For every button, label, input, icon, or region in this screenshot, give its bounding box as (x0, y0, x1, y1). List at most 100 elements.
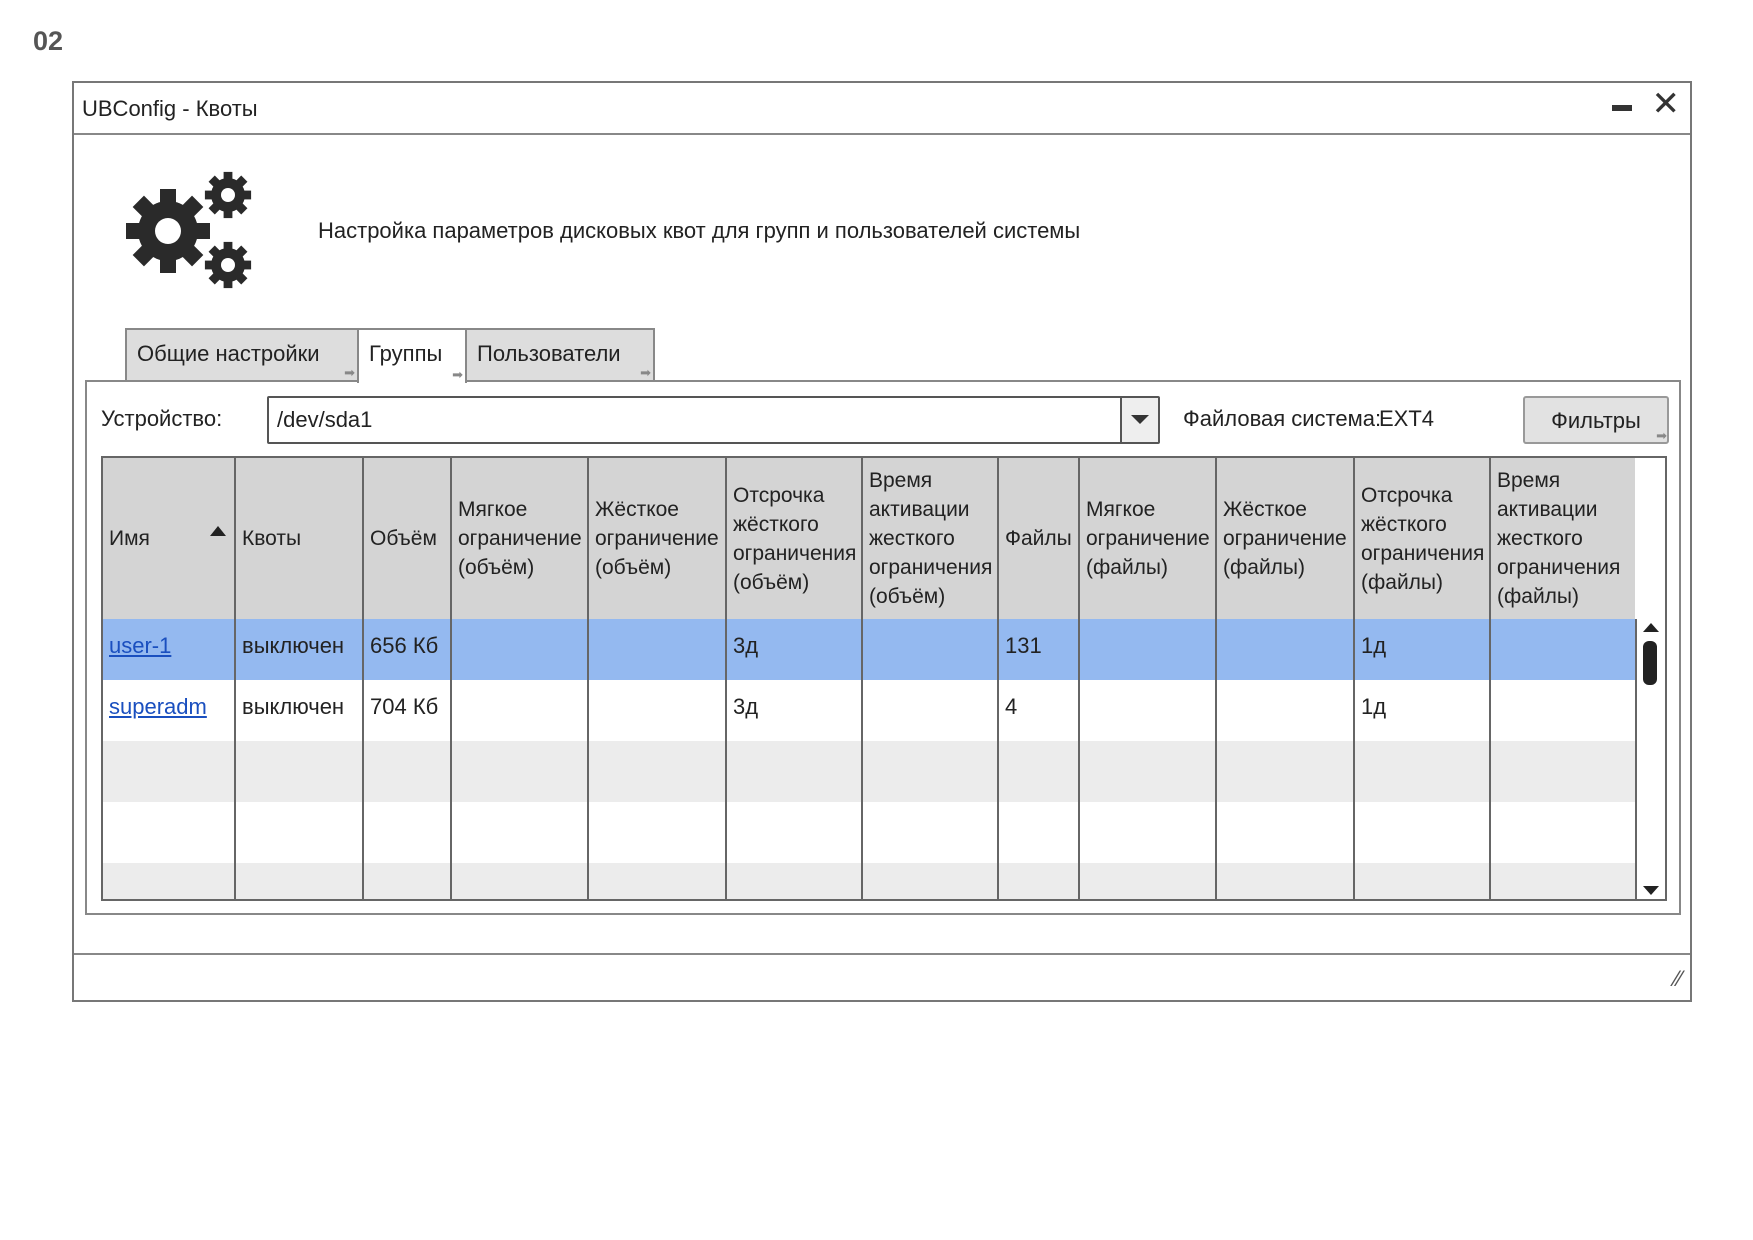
chevron-down-icon[interactable] (1120, 398, 1158, 442)
column-header[interactable]: Время активации жесткого ограничения (фа… (1491, 458, 1635, 619)
screen-number: 02 (33, 26, 64, 56)
tab-groups[interactable]: Группы ➡ (357, 328, 467, 383)
cell-value: выключен (242, 694, 345, 719)
title-bar: UBConfig - Квоты ✕ (74, 83, 1690, 135)
empty-row (103, 863, 1635, 899)
resize-grip-icon[interactable]: ⁄⁄ (1674, 966, 1682, 991)
table-cell (1080, 741, 1217, 802)
column-header-label: Время активации жесткого ограничения (фа… (1497, 469, 1621, 608)
column-header[interactable]: Жёсткое ограничение (файлы) (1217, 458, 1355, 619)
cell-value: выключен (242, 633, 345, 658)
column-header[interactable]: Отсрочка жёсткого ограничения (файлы) (1355, 458, 1491, 619)
column-header[interactable]: Имя (103, 458, 236, 619)
table-row[interactable]: user-1 выключен 656 Кб 3д 131 1д (103, 619, 1635, 680)
filters-button[interactable]: Фильтры ➡ (1523, 396, 1669, 444)
column-header-label: Мягкое ограничение (объём) (458, 498, 582, 579)
cell-value: 704 Кб (370, 694, 439, 719)
table-cell (727, 741, 863, 802)
table-cell (452, 619, 589, 680)
column-header[interactable]: Квоты (236, 458, 364, 619)
table-cell (1491, 680, 1635, 741)
table-cell: 656 Кб (364, 619, 452, 680)
empty-row (103, 802, 1635, 863)
arrow-icon: ➡ (640, 365, 651, 380)
cell-value: 131 (1005, 633, 1042, 658)
minimize-icon[interactable] (1612, 105, 1632, 111)
column-header-label: Время активации жесткого ограничения (об… (869, 469, 993, 608)
table-cell (452, 802, 589, 863)
table-cell (727, 802, 863, 863)
column-header-label: Имя (109, 527, 150, 550)
arrow-icon: ➡ (1656, 428, 1667, 443)
table-cell: 3д (727, 680, 863, 741)
table-cell (1491, 619, 1635, 680)
tab-label: Пользователи (477, 341, 621, 366)
table-cell (364, 741, 452, 802)
column-header-label: Квоты (242, 527, 302, 550)
column-header-label: Жёсткое ограничение (файлы) (1223, 498, 1347, 579)
scrollbar-thumb[interactable] (1643, 641, 1657, 685)
table-cell (999, 863, 1080, 899)
table-row[interactable]: superadm выключен 704 Кб 3д 4 1д (103, 680, 1635, 741)
table-cell: 1д (1355, 619, 1491, 680)
device-select[interactable]: /dev/sda1 (267, 396, 1160, 444)
tab-general-settings[interactable]: Общие настройки ➡ (125, 328, 359, 381)
tab-label: Группы (369, 341, 443, 366)
table-cell: user-1 (103, 619, 236, 680)
table-cell (1080, 619, 1217, 680)
scroll-down-icon[interactable] (1643, 886, 1659, 895)
column-header-label: Отсрочка жёсткого ограничения (файлы) (1361, 483, 1485, 594)
table-cell: 704 Кб (364, 680, 452, 741)
table-cell (863, 619, 999, 680)
close-icon[interactable]: ✕ (1651, 85, 1681, 123)
column-header[interactable]: Время активации жесткого ограничения (об… (863, 458, 999, 619)
window: UBConfig - Квоты ✕ Настройка параметров … (72, 81, 1692, 1002)
table-cell (1080, 802, 1217, 863)
column-header-label: Жёсткое ограничение (объём) (595, 498, 719, 579)
table-cell: 4 (999, 680, 1080, 741)
table-cell (1217, 802, 1355, 863)
device-label: Устройство: (101, 406, 223, 431)
footer-divider (74, 953, 1690, 955)
name-link[interactable]: superadm (109, 694, 207, 719)
table-cell: superadm (103, 680, 236, 741)
table-cell (452, 680, 589, 741)
table-cell: 1д (1355, 680, 1491, 741)
table-cell (999, 802, 1080, 863)
table-cell (999, 741, 1080, 802)
column-header[interactable]: Файлы (999, 458, 1080, 619)
column-header[interactable]: Объём (364, 458, 452, 619)
column-header[interactable]: Жёсткое ограничение (объём) (589, 458, 727, 619)
table-cell: 131 (999, 619, 1080, 680)
table-cell (1217, 619, 1355, 680)
cell-value: 656 Кб (370, 633, 439, 658)
table-cell (452, 741, 589, 802)
table-cell (1491, 863, 1635, 899)
filesystem-label: Файловая система: (1183, 406, 1382, 431)
tab-users[interactable]: Пользователи ➡ (465, 328, 655, 381)
table-cell (1355, 802, 1491, 863)
column-header[interactable]: Отсрочка жёсткого ограничения (объём) (727, 458, 863, 619)
empty-row (103, 741, 1635, 802)
tab-label: Общие настройки (137, 341, 320, 366)
table-cell (1217, 741, 1355, 802)
scroll-up-icon[interactable] (1643, 623, 1659, 632)
name-link[interactable]: user-1 (109, 633, 172, 658)
table-cell: 3д (727, 619, 863, 680)
column-header[interactable]: Мягкое ограничение (объём) (452, 458, 589, 619)
scrollbar[interactable] (1635, 619, 1665, 899)
cell-value: 3д (733, 694, 759, 719)
table-cell (1491, 802, 1635, 863)
table-cell (863, 680, 999, 741)
column-header[interactable]: Мягкое ограничение (файлы) (1080, 458, 1217, 619)
table-cell (236, 741, 364, 802)
filesystem-value: EXT4 (1379, 406, 1435, 431)
gears-icon (126, 171, 252, 289)
table-cell (1080, 863, 1217, 899)
table-cell (236, 863, 364, 899)
table-cell: выключен (236, 619, 364, 680)
table-cell: выключен (236, 680, 364, 741)
table-cell (863, 863, 999, 899)
description: Настройка параметров дисковых квот для г… (318, 218, 1081, 243)
table-cell (589, 802, 727, 863)
